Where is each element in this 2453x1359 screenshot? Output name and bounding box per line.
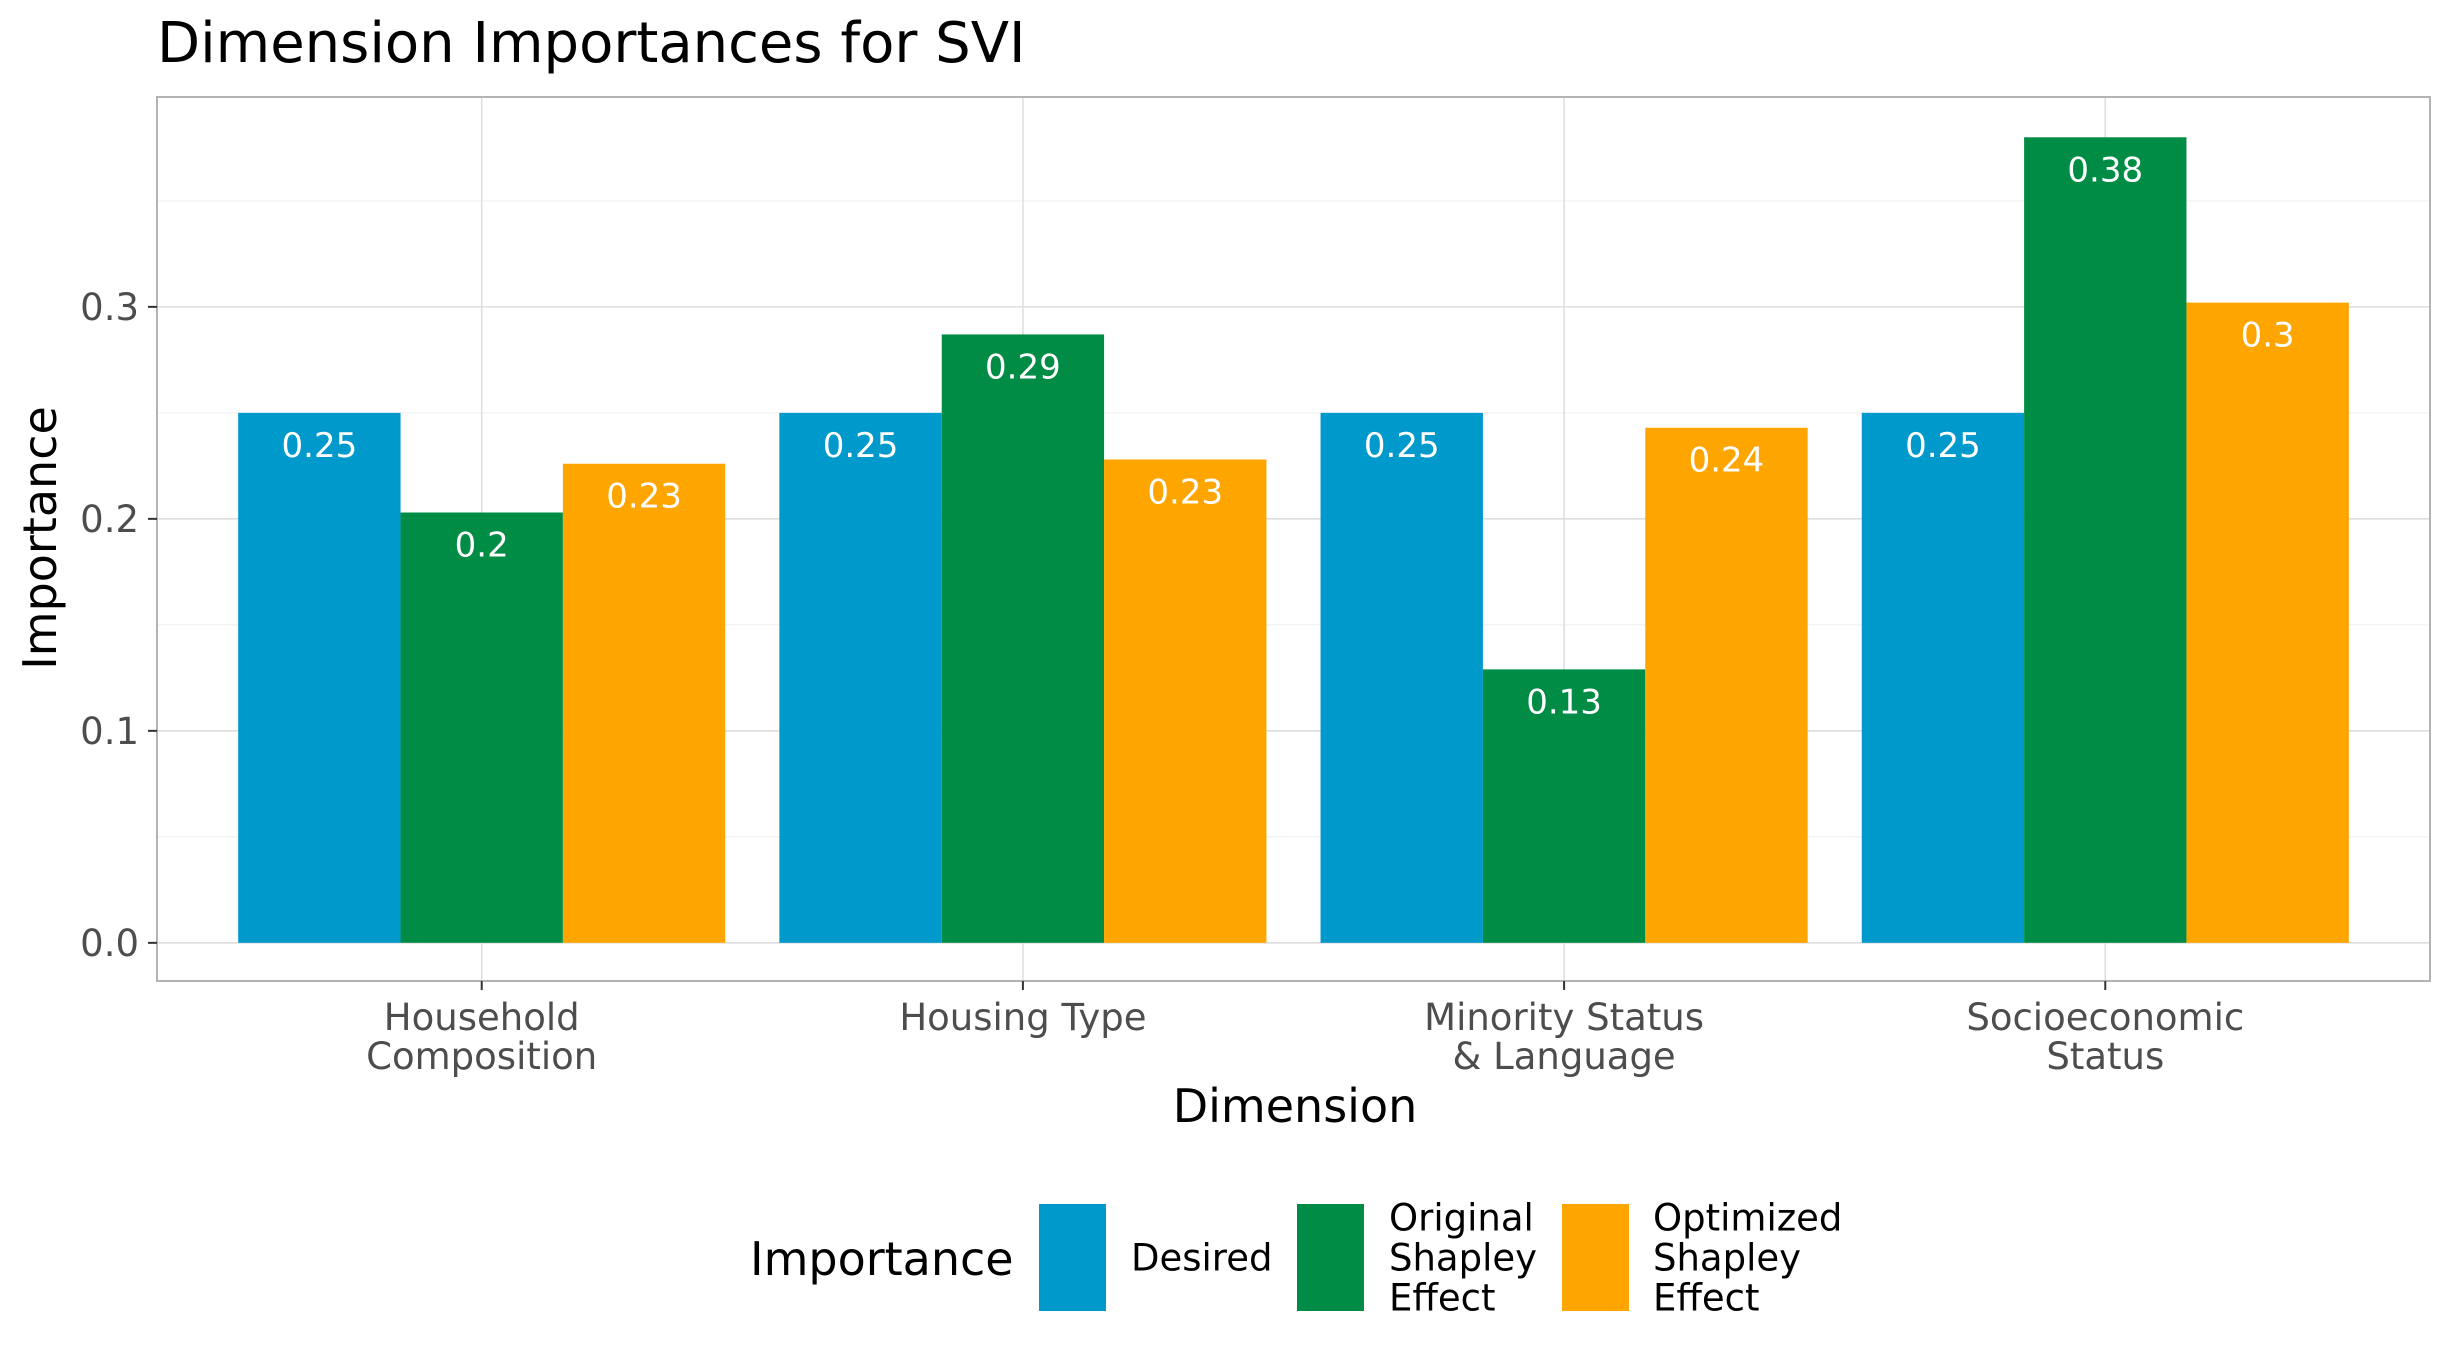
bars bbox=[238, 137, 2349, 943]
legend-key bbox=[1562, 1204, 1629, 1311]
bar-value-label: 0.24 bbox=[1689, 441, 1765, 481]
bar-value-label: 0.13 bbox=[1526, 682, 1602, 722]
bar bbox=[779, 412, 942, 943]
bar-value-label: 0.29 bbox=[985, 347, 1061, 387]
bar bbox=[1320, 412, 1483, 943]
bar-labels: 0.25 0.2 0.23 0.25 0.29 0.23 0.25 0.13 0.24 0.25 0… bbox=[282, 150, 2295, 722]
legend-key bbox=[1039, 1204, 1106, 1311]
bar bbox=[1482, 669, 1646, 943]
bar bbox=[2186, 302, 2349, 943]
x-axis: Household Composition Housing Type Minority… bbox=[366, 981, 2244, 1078]
x-tick-label: Household Composition bbox=[366, 996, 597, 1078]
bar-value-label: 0.2 bbox=[455, 526, 509, 566]
x-tick-label: Socioeconomic Status bbox=[1966, 996, 2244, 1078]
bar bbox=[400, 512, 563, 943]
x-tick-label: Housing Type bbox=[899, 996, 1146, 1039]
bar bbox=[562, 463, 726, 943]
x-tick-label: Minority Status & Language bbox=[1424, 996, 1704, 1078]
bar bbox=[2024, 137, 2187, 943]
bar-value-label: 0.25 bbox=[823, 426, 899, 466]
bar-value-label: 0.23 bbox=[606, 477, 682, 517]
bar-value-label: 0.25 bbox=[1364, 426, 1440, 466]
bar bbox=[1861, 412, 2025, 943]
x-axis-title: Dimension bbox=[1173, 1079, 1418, 1133]
legend-label: Original Shapley Effect bbox=[1389, 1197, 1537, 1320]
y-tick-label: 0.1 bbox=[80, 710, 139, 753]
y-tick-label: 0.3 bbox=[80, 286, 139, 329]
legend-key bbox=[1297, 1204, 1364, 1311]
plot-panel: 0.25 0.2 0.23 0.25 0.29 0.23 0.25 0.13 0.24 0.25 0… bbox=[156, 96, 2431, 982]
y-tick-label: 0.0 bbox=[80, 922, 139, 965]
bar bbox=[1104, 459, 1267, 943]
y-tick-label: 0.2 bbox=[80, 498, 139, 541]
plot-panel-border bbox=[156, 96, 2431, 982]
bar bbox=[941, 334, 1105, 943]
bar-value-label: 0.25 bbox=[1905, 426, 1981, 466]
legend: Importance Desired Original Shapley Effect O… bbox=[750, 1197, 1842, 1320]
bar bbox=[238, 412, 401, 943]
legend-label: Optimized Shapley Effect bbox=[1653, 1197, 1842, 1320]
y-axis-title: Importance bbox=[13, 406, 67, 670]
bar bbox=[1645, 427, 1808, 943]
bar-value-label: 0.3 bbox=[2241, 316, 2295, 356]
y-axis: 0.0 0.1 0.2 0.3 bbox=[80, 286, 157, 965]
bar-value-label: 0.38 bbox=[2067, 150, 2143, 190]
bar-value-label: 0.25 bbox=[282, 426, 358, 466]
chart-title: Dimension Importances for SVI bbox=[157, 11, 1026, 76]
legend-label: Desired bbox=[1131, 1237, 1272, 1280]
legend-title: Importance bbox=[750, 1232, 1014, 1286]
bar-value-label: 0.23 bbox=[1147, 473, 1223, 513]
